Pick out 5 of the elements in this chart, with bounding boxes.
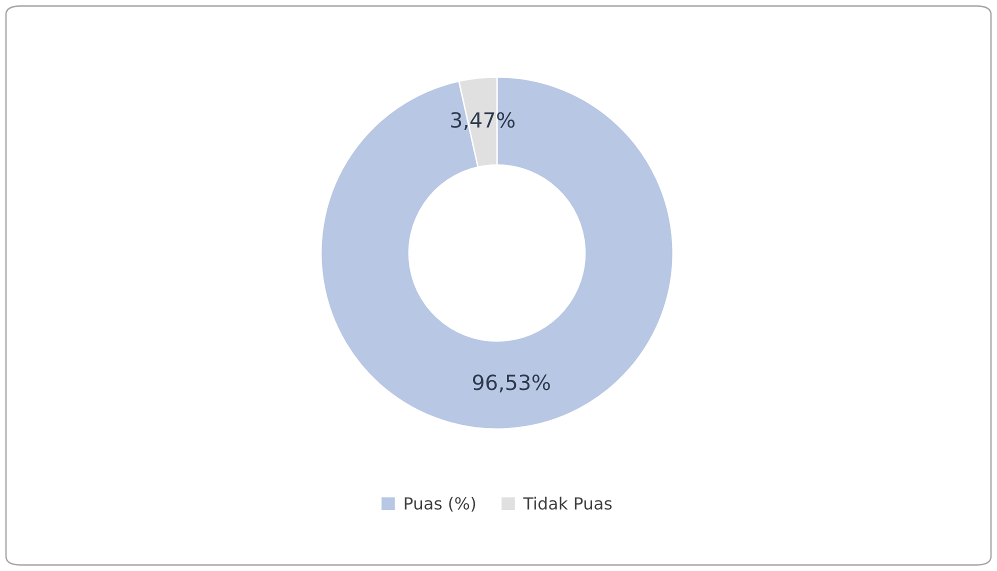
legend-label: Tidak Puas — [523, 496, 612, 510]
donut-slice — [320, 76, 674, 430]
legend-label: Puas (%) — [404, 496, 476, 512]
data-label: 3,47% — [451, 112, 515, 130]
data-label: 96,53% — [472, 374, 550, 392]
